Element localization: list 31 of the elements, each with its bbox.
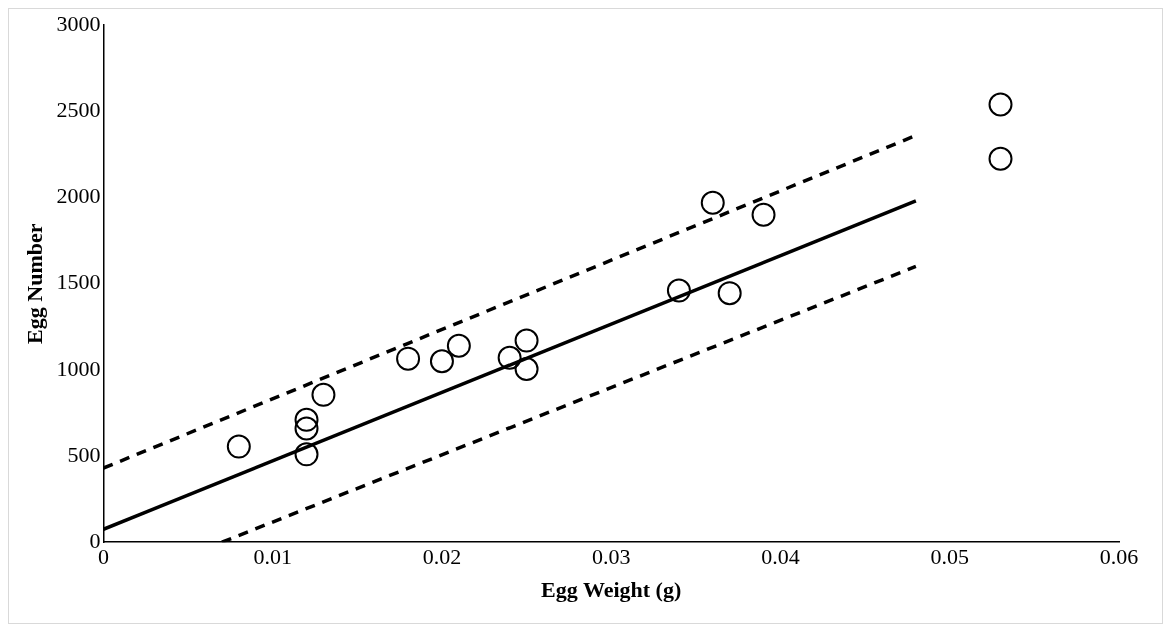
x-tick-label: 0.01 [253,544,292,570]
point [666,278,691,303]
point [497,345,522,370]
point [429,349,454,374]
x-axis-title: Egg Weight (g) [541,577,682,603]
point [988,92,1013,117]
x-tick-label: 0.02 [422,544,462,570]
point [514,357,539,382]
point [294,442,319,467]
point [700,190,725,215]
x-tick-label: 0.05 [930,544,969,570]
point [514,328,539,353]
x-tick-label: 0.06 [1099,544,1139,570]
point [396,346,421,371]
point [717,281,742,306]
point [311,382,336,407]
y-tick-label: 1500 [56,269,101,295]
point [988,146,1013,171]
y-tick-label: 2000 [56,183,101,209]
y-tick-label: 2500 [56,97,101,123]
point [226,434,251,459]
y-axis-title: Egg Number [21,223,47,344]
y-tick-label: 500 [67,441,101,467]
y-tick-label: 3000 [56,10,101,36]
x-tick-label: 0.03 [591,544,631,570]
point [751,202,776,227]
y-tick-label: 1000 [56,355,101,381]
x-tick-label: 0.04 [761,544,800,570]
point [294,416,319,441]
point [446,333,471,358]
point [294,407,319,432]
